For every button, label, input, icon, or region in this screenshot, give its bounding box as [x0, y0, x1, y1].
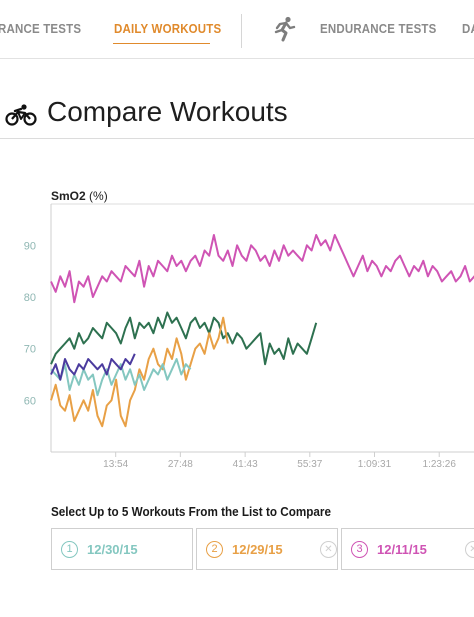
y-tick-label: 70: [24, 344, 36, 356]
tab-daily-workouts[interactable]: DAILY WORKOUTS: [114, 22, 222, 36]
series-line-5: [50, 353, 136, 381]
tab-performance-tests[interactable]: RANCE TESTS: [0, 22, 82, 36]
compare-heading: Select Up to 5 Workouts From the List to…: [51, 504, 331, 519]
workout-date: 12/29/15: [232, 542, 283, 557]
series-line-3: [50, 316, 229, 428]
workout-number-badge: 3: [351, 541, 368, 558]
x-tick-label: 41:43: [233, 459, 258, 470]
page-title: Compare Workouts: [47, 96, 288, 127]
top-nav: RANCE TESTS DAILY WORKOUTS ENDURANCE TES…: [0, 0, 474, 59]
series-line-4: [50, 358, 192, 397]
x-tick-label: 1:23:26: [423, 459, 457, 470]
page-header: Compare Workouts: [0, 88, 474, 139]
active-tab-underline: [113, 43, 210, 44]
tab-endurance-tests[interactable]: ENDURANCE TESTS: [320, 22, 437, 36]
workout-date: 12/30/15: [87, 542, 138, 557]
close-icon[interactable]: ✕: [465, 541, 474, 558]
x-tick-label: 1:09:31: [358, 459, 392, 470]
x-tick-label: 55:37: [297, 459, 322, 470]
chart-title-metric: SmO2: [51, 189, 86, 203]
y-tick-label: 60: [24, 395, 36, 407]
y-tick-label: 80: [24, 292, 36, 304]
chart-title: SmO2 (%): [51, 189, 108, 203]
smo2-chart: 60 70 80 90 13:54 27:48 41:43 55:37 1:09:31 1:23…: [24, 203, 474, 470]
workout-chip-1[interactable]: 1 12/30/15: [51, 528, 193, 570]
workout-chip-2[interactable]: 2 12/29/15 ✕: [196, 528, 338, 570]
nav-divider: [241, 14, 242, 48]
x-tick-label: 13:54: [103, 459, 128, 470]
workout-chip-3[interactable]: 3 12/11/15 ✕: [341, 528, 474, 570]
workout-number-badge: 2: [206, 541, 223, 558]
workout-date: 12/11/15: [377, 542, 427, 557]
close-icon[interactable]: ✕: [320, 541, 337, 558]
y-tick-label: 90: [24, 240, 36, 252]
workout-number-badge: 1: [61, 541, 78, 558]
series-line-2: [50, 311, 318, 366]
series-line-1: [50, 234, 474, 304]
x-tick-label: 27:48: [168, 459, 193, 470]
chart-title-unit: (%): [89, 189, 108, 203]
bicycle-icon: [5, 104, 37, 126]
tab-more[interactable]: DA: [462, 22, 474, 36]
runner-icon: [274, 16, 296, 42]
